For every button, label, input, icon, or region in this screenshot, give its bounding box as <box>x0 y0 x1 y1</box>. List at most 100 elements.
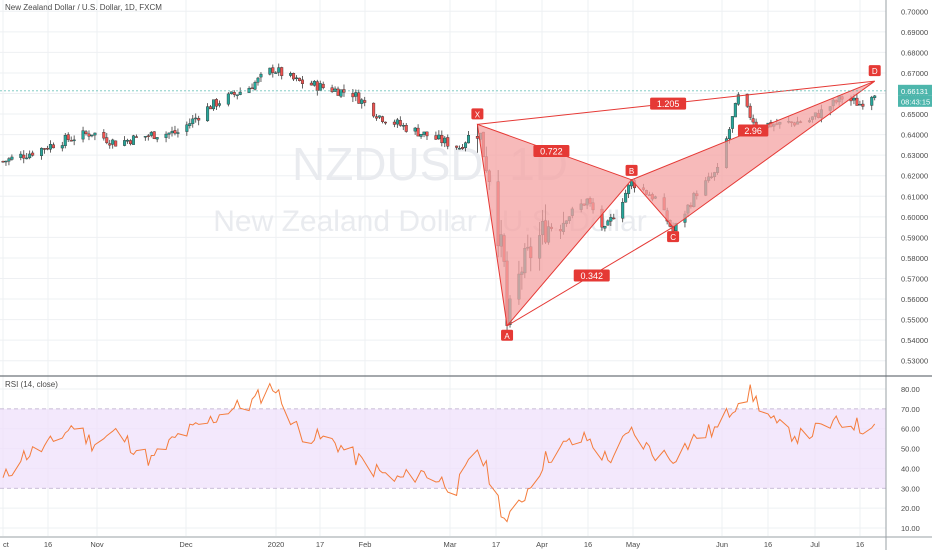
price-tick-label: 0.65000 <box>901 110 928 119</box>
candle-body <box>250 87 254 90</box>
price-tick-label: 0.55000 <box>901 316 928 325</box>
rsi-line <box>2 382 876 523</box>
rsi-label: RSI (14, close) <box>5 380 58 389</box>
candle-body <box>621 202 625 219</box>
candle-body <box>81 130 85 140</box>
candle-body <box>69 140 73 142</box>
candle-body <box>298 77 302 81</box>
candle-body <box>372 102 376 117</box>
candle-body <box>134 136 138 138</box>
price-axis: 0.700000.690000.680000.670000.660000.650… <box>898 7 932 366</box>
candle-body <box>467 135 471 144</box>
candle-body <box>425 131 429 137</box>
candle-body <box>330 87 334 93</box>
candle-body <box>256 77 260 83</box>
ratio-label: 0.342 <box>573 269 610 282</box>
candle-body <box>60 145 64 149</box>
price-tick-label: 0.69000 <box>901 28 928 37</box>
candle-body <box>48 144 52 150</box>
candle-body <box>333 88 337 92</box>
point-label-text: X <box>475 110 481 119</box>
point-label-box <box>868 65 881 77</box>
candle-body <box>375 116 379 119</box>
time-tick-label: ct <box>3 540 10 549</box>
candle-body <box>7 158 11 162</box>
ratio-label-box <box>533 144 570 157</box>
candle-body <box>22 154 26 159</box>
candle-body <box>745 93 749 107</box>
ratio-label: 1.205 <box>650 97 687 110</box>
candle-body <box>392 121 396 125</box>
candle-body <box>398 120 402 126</box>
candle-body <box>4 160 8 163</box>
candle-body <box>253 82 257 90</box>
ratio-label-box <box>737 124 769 137</box>
candle-body <box>363 100 367 103</box>
candle-body <box>312 81 316 86</box>
candle-body <box>455 145 459 148</box>
candle-body <box>395 119 399 125</box>
time-tick-label: Nov <box>90 540 104 549</box>
candle-body <box>339 89 343 97</box>
price-tick-label: 0.57000 <box>901 275 928 284</box>
candle-body <box>357 92 361 104</box>
time-tick-label: Feb <box>359 540 372 549</box>
candle-body <box>609 217 613 222</box>
candle-body <box>152 131 156 139</box>
point-label: C <box>667 231 680 243</box>
rsi-axis: 80.00 70.00 60.00 50.00 40.00 30.00 20.00 10.00 <box>901 385 920 533</box>
candle-body <box>289 73 293 76</box>
candle-body <box>149 132 153 136</box>
price-tick-label: 0.61000 <box>901 192 928 201</box>
point-label: D <box>868 65 881 77</box>
candle-body <box>458 147 462 150</box>
candle-body <box>28 153 32 159</box>
candle-body <box>318 83 322 91</box>
candle-body <box>126 139 130 142</box>
countdown-tag <box>898 95 932 107</box>
candle-body <box>464 142 468 148</box>
point-label-box <box>471 108 484 120</box>
candle-body <box>90 134 94 137</box>
candle-body <box>413 127 417 132</box>
ratio-label: 2.96 <box>737 124 769 137</box>
candle-body <box>401 125 405 127</box>
time-tick-label: Mar <box>444 540 457 549</box>
candle-body <box>114 140 118 147</box>
candle-body <box>51 144 55 149</box>
rsi-tick-label: 10.00 <box>901 524 920 533</box>
candle-body <box>354 92 358 97</box>
ratio-label-box <box>650 97 687 110</box>
candle-body <box>84 131 88 134</box>
candle-body <box>167 132 171 135</box>
time-tick-label: 17 <box>492 540 500 549</box>
candle-body <box>108 143 112 146</box>
candle-body <box>443 137 447 144</box>
point-label-text: A <box>504 332 510 341</box>
candle-body <box>45 148 49 150</box>
countdown-text: 08:43:15 <box>901 97 930 106</box>
rsi-tick-label: 50.00 <box>901 445 920 454</box>
ratio-label: 0.722 <box>533 144 570 157</box>
time-tick-label: 16 <box>856 540 864 549</box>
price-tick-label: 0.68000 <box>901 48 928 57</box>
candle-body <box>748 105 752 118</box>
rsi-pane <box>0 382 886 523</box>
ratio-label-text: 0.342 <box>580 271 603 281</box>
candle-body <box>606 220 610 226</box>
price-tick-label: 0.62000 <box>901 172 928 181</box>
point-label: A <box>501 329 514 341</box>
candle-body <box>277 67 281 73</box>
candle-body <box>226 93 230 105</box>
candle-body <box>730 116 734 129</box>
candle-body <box>235 94 239 96</box>
price-tick-label: 0.63000 <box>901 151 928 160</box>
candle-body <box>63 135 67 146</box>
time-tick-label: Jun <box>716 540 728 549</box>
candle-body <box>437 134 441 140</box>
candle-body <box>292 73 296 80</box>
candle-body <box>212 99 216 110</box>
candle-body <box>66 134 70 140</box>
